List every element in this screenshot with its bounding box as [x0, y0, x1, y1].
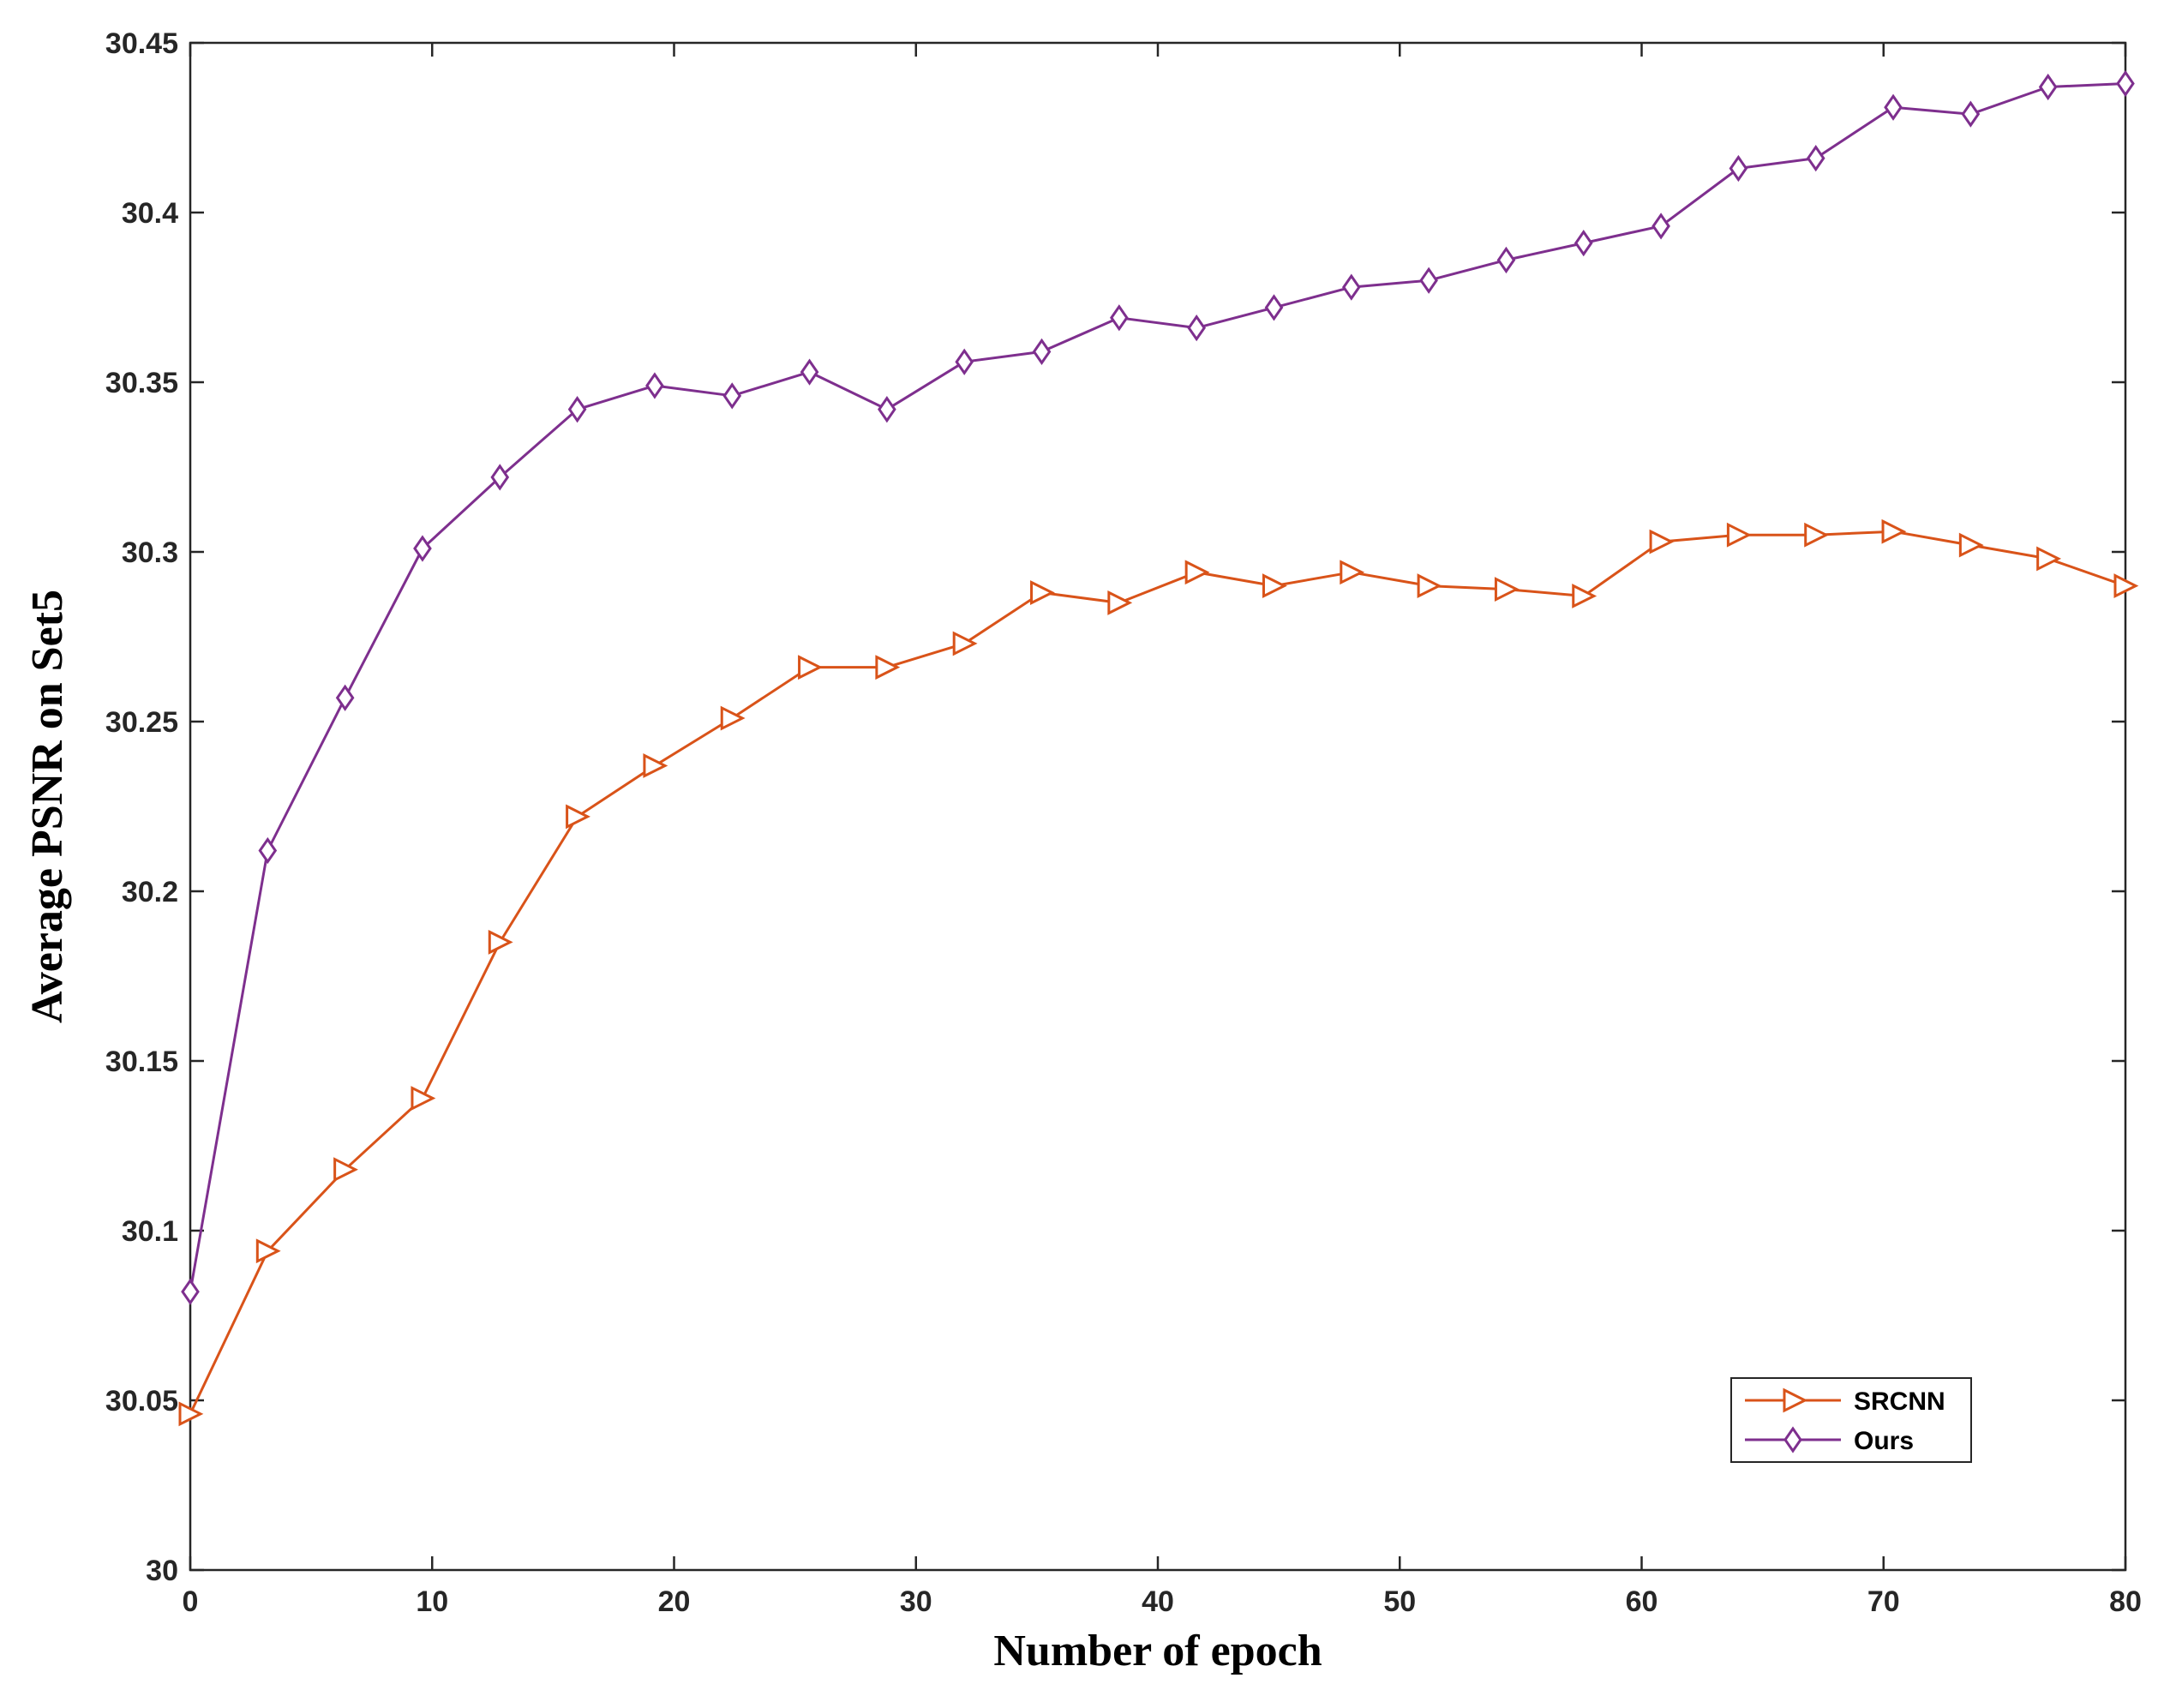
- legend-marker-ours: [1783, 1426, 1802, 1453]
- legend: SRCNN Ours: [1730, 1377, 1972, 1463]
- data-point-srcnn: [875, 655, 901, 680]
- data-point-ours: [955, 348, 974, 375]
- legend-label-ours: Ours: [1854, 1427, 1914, 1455]
- data-point-ours: [1187, 315, 1206, 342]
- data-point-ours: [1651, 213, 1670, 240]
- axes: 0 10 20 30 40 50 60 70 80 30 30.05 30.1 30.15 30.2 30.…: [105, 27, 2142, 1618]
- data-point-srcnn: [1958, 532, 1984, 558]
- data-point-ours: [1110, 304, 1129, 332]
- data-point-srcnn: [1417, 573, 1442, 599]
- data-point-ours: [800, 358, 819, 386]
- data-point-srcnn: [952, 631, 978, 656]
- y-axis-title: Average PSNR on Set5: [23, 590, 72, 1023]
- data-point-srcnn: [1262, 573, 1287, 599]
- data-point-ours: [2038, 73, 2058, 101]
- legend-marker-srcnn: [1783, 1387, 1808, 1413]
- legend-box: [1730, 1377, 1972, 1463]
- x-tick-label: 40: [1142, 1585, 1174, 1618]
- x-tick-label: 60: [1626, 1585, 1658, 1618]
- y-tick-label: 30.45: [105, 27, 178, 60]
- data-point-ours: [878, 396, 896, 423]
- data-point-ours: [1884, 93, 1903, 121]
- y-tick-label: 30.3: [122, 536, 178, 569]
- data-point-srcnn: [2113, 573, 2139, 599]
- data-point-srcnn: [333, 1157, 358, 1183]
- data-point-srcnn: [798, 655, 823, 680]
- data-point-ours: [1419, 267, 1438, 294]
- data-point-ours: [1496, 246, 1516, 274]
- data-point-ours: [1729, 154, 1748, 183]
- data-point-ours: [1264, 294, 1284, 321]
- x-tick-label: 50: [1383, 1585, 1416, 1618]
- data-point-ours: [1032, 338, 1052, 365]
- series-group: [178, 69, 2139, 1427]
- data-point-ours: [1574, 230, 1593, 257]
- legend-label-srcnn: SRCNN: [1854, 1387, 1945, 1416]
- y-tick-label: 30.1: [122, 1215, 178, 1248]
- x-tick-label: 30: [900, 1585, 932, 1618]
- data-point-ours: [567, 396, 587, 423]
- data-point-ours: [1961, 100, 1981, 128]
- y-tick-label: 30.25: [105, 706, 178, 739]
- data-point-ours: [2116, 69, 2135, 98]
- series-srcnn: [178, 518, 2139, 1427]
- data-point-srcnn: [643, 753, 668, 778]
- y-tick-label: 30.4: [122, 197, 178, 230]
- data-point-ours: [490, 464, 510, 491]
- data-point-srcnn: [1726, 522, 1752, 548]
- data-point-srcnn: [2036, 546, 2062, 572]
- y-tick-label: 30.2: [122, 876, 178, 908]
- data-point-ours: [413, 535, 432, 562]
- data-point-srcnn: [178, 1401, 204, 1427]
- data-point-srcnn: [1340, 560, 1365, 585]
- data-point-srcnn: [720, 705, 746, 731]
- data-point-srcnn: [1572, 584, 1598, 608]
- data-point-ours: [258, 836, 278, 865]
- plot-area: [189, 41, 2127, 1572]
- x-tick-label: 20: [658, 1585, 691, 1618]
- x-tick-label: 10: [416, 1585, 448, 1618]
- data-point-srcnn: [1107, 590, 1133, 615]
- x-tick-label: 80: [2109, 1585, 2142, 1618]
- data-point-ours: [645, 372, 664, 399]
- data-point-srcnn: [1494, 577, 1520, 602]
- series-line-srcnn: [189, 530, 2126, 1415]
- data-point-srcnn: [1184, 560, 1210, 585]
- data-point-srcnn: [255, 1238, 281, 1264]
- y-tick-label: 30.35: [105, 367, 178, 399]
- x-tick-label: 70: [1867, 1585, 1900, 1618]
- data-point-srcnn: [488, 929, 513, 955]
- x-axis-title: Number of epoch: [993, 1627, 1322, 1675]
- data-point-srcnn: [1881, 518, 1907, 544]
- data-point-srcnn: [566, 804, 590, 830]
- x-tick-label: 0: [183, 1585, 199, 1618]
- data-point-srcnn: [1649, 529, 1675, 554]
- data-point-ours: [722, 382, 742, 410]
- series-ours: [181, 69, 2135, 1305]
- data-point-ours: [1806, 145, 1825, 172]
- data-point-ours: [181, 1278, 200, 1305]
- data-point-srcnn: [1804, 522, 1830, 548]
- series-line-ours: [189, 82, 2126, 1292]
- data-point-ours: [1341, 273, 1361, 301]
- data-point-ours: [335, 684, 355, 711]
- y-tick-label: 30.15: [105, 1046, 178, 1078]
- y-tick-label: 30.05: [105, 1385, 178, 1417]
- data-point-srcnn: [1030, 580, 1055, 605]
- y-tick-label: 30: [146, 1555, 178, 1587]
- data-point-srcnn: [411, 1086, 436, 1111]
